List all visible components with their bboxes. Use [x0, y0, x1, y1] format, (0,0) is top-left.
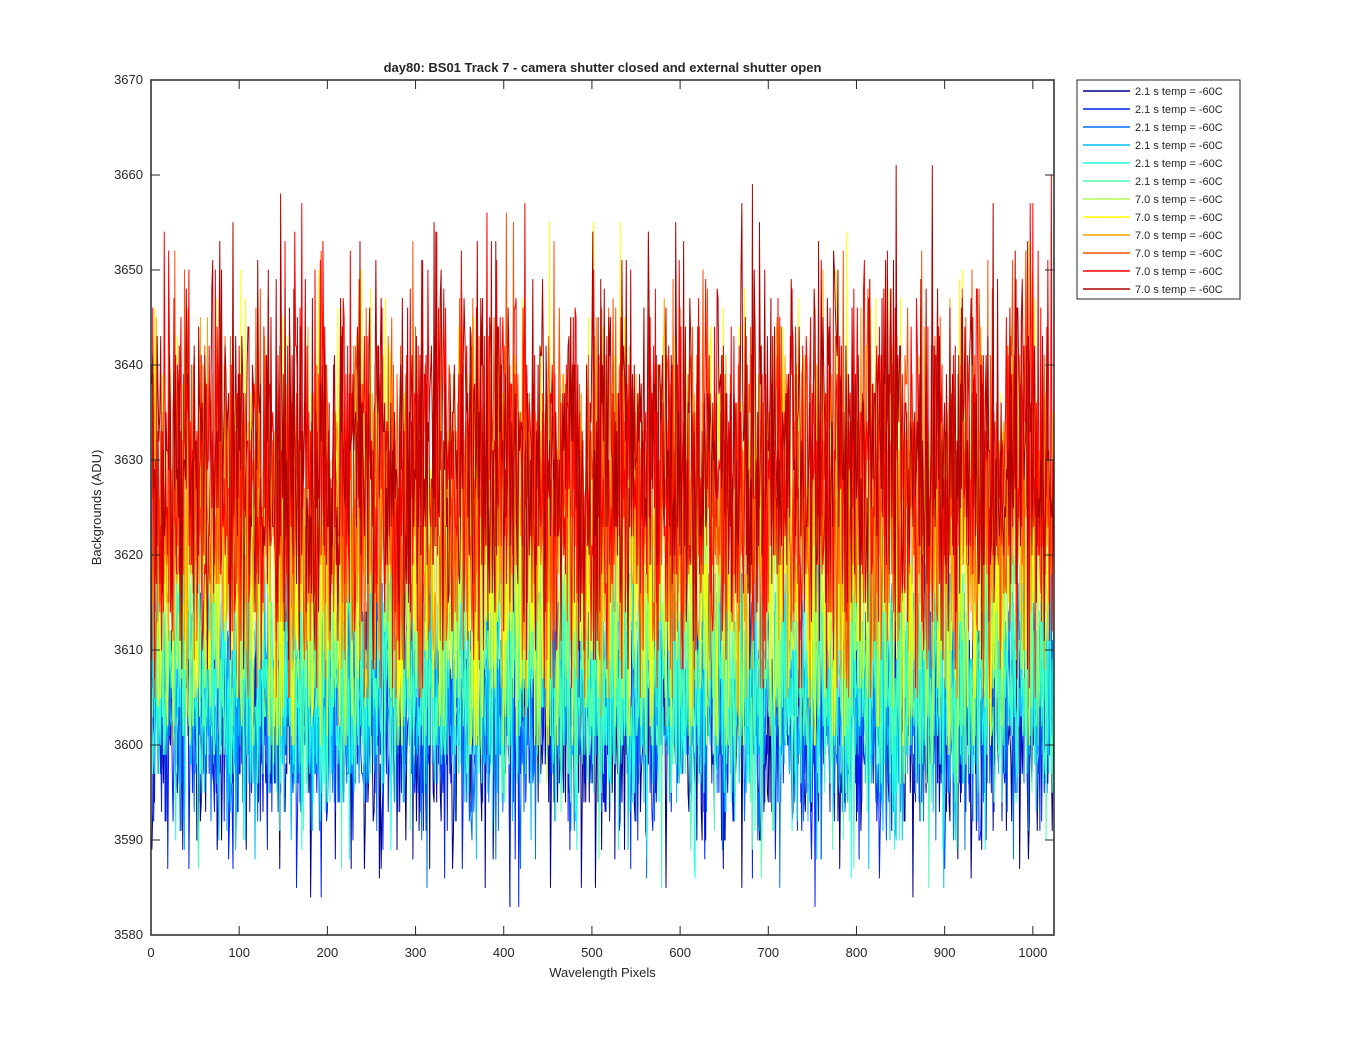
y-tick-label: 3630: [114, 452, 143, 467]
y-tick-label: 3650: [114, 262, 143, 277]
legend-label: 2.1 s temp = -60C: [1135, 140, 1223, 152]
y-tick-label: 3610: [114, 642, 143, 657]
legend-label: 2.1 s temp = -60C: [1135, 86, 1223, 98]
legend-label: 7.0 s temp = -60C: [1135, 284, 1223, 296]
x-tick-label: 700: [757, 945, 779, 960]
x-tick-label: 900: [934, 945, 956, 960]
y-tick-label: 3620: [114, 547, 143, 562]
y-tick-label: 3600: [114, 737, 143, 752]
x-axis-label: Wavelength Pixels: [549, 965, 656, 980]
tick-layer: 0 100 200 300 400 500 600 700 800 900 1000 3580 3590…: [114, 72, 1054, 960]
legend-label: 7.0 s temp = -60C: [1135, 248, 1223, 260]
x-tick-label: 800: [846, 945, 868, 960]
legend-label: 7.0 s temp = -60C: [1135, 230, 1223, 242]
legend-label: 7.0 s temp = -60C: [1135, 194, 1223, 206]
x-tick-label: 100: [228, 945, 250, 960]
legend-label: 7.0 s temp = -60C: [1135, 266, 1223, 278]
y-axis-label: Backgrounds (ADU): [89, 450, 104, 566]
axes-frame: [150, 79, 1055, 936]
legend-entries: 2.1 s temp = -60C 2.1 s temp = -60C 2.1 s …: [1083, 86, 1223, 296]
x-tick-label: 400: [493, 945, 515, 960]
legend-label: 2.1 s temp = -60C: [1135, 158, 1223, 170]
chart-title: day80: BS01 Track 7 - camera shutter clo…: [384, 60, 822, 75]
x-tick-label: 200: [317, 945, 339, 960]
legend-box: [1076, 79, 1241, 300]
x-tick-label: 500: [581, 945, 603, 960]
series-layer: [151, 165, 1055, 907]
series-line-12: [151, 165, 1055, 670]
legend: 2.1 s temp = -60C 2.1 s temp = -60C 2.1 s …: [1076, 79, 1241, 300]
x-tick-label: 300: [405, 945, 427, 960]
x-tick-label: 1000: [1018, 945, 1047, 960]
y-tick-label: 3670: [114, 72, 143, 87]
y-tick-label: 3660: [114, 167, 143, 182]
legend-label: 7.0 s temp = -60C: [1135, 212, 1223, 224]
y-tick-label: 3590: [114, 832, 143, 847]
x-tick-label: 0: [147, 945, 154, 960]
legend-label: 2.1 s temp = -60C: [1135, 104, 1223, 116]
y-tick-label: 3580: [114, 927, 143, 942]
x-tick-label: 600: [669, 945, 691, 960]
y-tick-label: 3640: [114, 357, 143, 372]
legend-label: 2.1 s temp = -60C: [1135, 176, 1223, 188]
legend-label: 2.1 s temp = -60C: [1135, 122, 1223, 134]
